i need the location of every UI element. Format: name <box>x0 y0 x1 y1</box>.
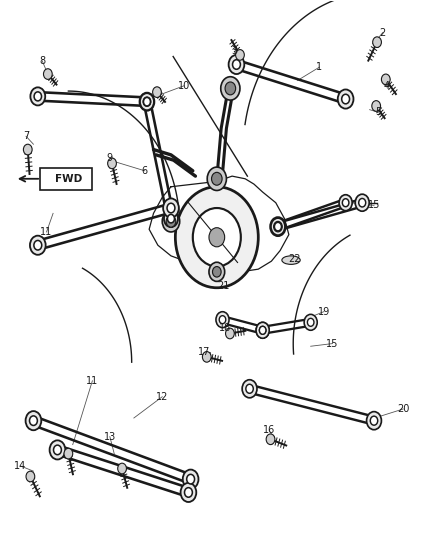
Circle shape <box>370 416 378 425</box>
Text: 15: 15 <box>326 338 339 349</box>
Circle shape <box>274 221 282 232</box>
Circle shape <box>207 167 226 190</box>
Circle shape <box>216 312 229 328</box>
Circle shape <box>64 448 73 459</box>
Circle shape <box>266 434 275 445</box>
Circle shape <box>183 470 198 489</box>
Circle shape <box>225 82 236 95</box>
Circle shape <box>202 352 211 362</box>
Circle shape <box>30 87 45 106</box>
Text: 13: 13 <box>104 432 116 442</box>
Text: 17: 17 <box>198 346 210 357</box>
Text: 9: 9 <box>107 152 113 163</box>
Circle shape <box>140 93 154 111</box>
Circle shape <box>193 208 241 266</box>
Circle shape <box>381 74 390 85</box>
Circle shape <box>163 198 179 217</box>
Circle shape <box>229 55 244 74</box>
Circle shape <box>43 69 52 79</box>
Circle shape <box>212 266 221 277</box>
Circle shape <box>212 172 222 185</box>
Circle shape <box>304 314 317 330</box>
FancyArrowPatch shape <box>20 176 38 182</box>
Circle shape <box>209 228 225 247</box>
Circle shape <box>242 379 257 398</box>
Circle shape <box>53 445 61 455</box>
Text: 22: 22 <box>288 254 300 263</box>
Text: 3: 3 <box>231 46 237 56</box>
Text: 5: 5 <box>375 107 381 117</box>
Circle shape <box>34 240 42 250</box>
Circle shape <box>272 219 285 235</box>
Circle shape <box>259 326 266 334</box>
Circle shape <box>256 322 269 338</box>
Circle shape <box>108 158 117 168</box>
Text: 21: 21 <box>217 281 230 291</box>
Circle shape <box>167 203 175 213</box>
Circle shape <box>140 93 154 110</box>
Text: 16: 16 <box>263 425 276 435</box>
Text: 11: 11 <box>86 376 99 386</box>
Circle shape <box>271 218 285 235</box>
Circle shape <box>152 87 161 98</box>
Text: 8: 8 <box>39 56 45 66</box>
Text: 4: 4 <box>384 81 390 91</box>
Circle shape <box>275 223 281 231</box>
Circle shape <box>256 322 269 338</box>
Circle shape <box>25 411 41 430</box>
Circle shape <box>233 60 240 69</box>
Text: 11: 11 <box>40 227 53 237</box>
Text: 7: 7 <box>23 131 29 141</box>
Circle shape <box>367 411 381 430</box>
Circle shape <box>143 97 151 106</box>
Text: 10: 10 <box>178 81 190 91</box>
Text: 12: 12 <box>156 392 169 402</box>
Text: 18: 18 <box>219 322 232 333</box>
Circle shape <box>184 488 192 497</box>
Circle shape <box>372 101 381 111</box>
Circle shape <box>49 440 65 459</box>
Text: FWD: FWD <box>55 174 82 184</box>
Text: 2: 2 <box>380 28 386 38</box>
Circle shape <box>162 211 180 232</box>
Circle shape <box>270 217 286 236</box>
Circle shape <box>307 318 314 326</box>
Circle shape <box>34 92 42 101</box>
Circle shape <box>30 236 46 255</box>
Circle shape <box>339 195 352 211</box>
Circle shape <box>259 326 266 334</box>
Circle shape <box>187 474 194 484</box>
Circle shape <box>226 328 234 339</box>
Text: 6: 6 <box>142 166 148 176</box>
Text: 15: 15 <box>368 200 380 211</box>
Circle shape <box>23 144 32 155</box>
Text: 20: 20 <box>397 404 410 414</box>
Circle shape <box>275 222 282 231</box>
Circle shape <box>175 187 258 288</box>
Circle shape <box>164 210 178 227</box>
Circle shape <box>355 194 369 211</box>
Circle shape <box>359 198 366 207</box>
Circle shape <box>236 50 244 60</box>
Circle shape <box>221 77 240 100</box>
Circle shape <box>29 416 37 425</box>
Ellipse shape <box>282 256 300 264</box>
Circle shape <box>209 262 225 281</box>
FancyBboxPatch shape <box>40 167 92 190</box>
Text: 1: 1 <box>316 62 322 72</box>
Circle shape <box>343 199 349 207</box>
Circle shape <box>180 483 196 502</box>
Circle shape <box>144 98 150 106</box>
Circle shape <box>373 37 381 47</box>
Circle shape <box>166 215 176 227</box>
Circle shape <box>26 471 35 482</box>
Circle shape <box>219 316 226 324</box>
Circle shape <box>338 90 353 109</box>
Circle shape <box>246 384 253 393</box>
Circle shape <box>342 94 350 104</box>
Circle shape <box>118 463 127 474</box>
Text: 14: 14 <box>14 461 26 471</box>
Circle shape <box>167 214 174 223</box>
Text: 19: 19 <box>318 306 330 317</box>
